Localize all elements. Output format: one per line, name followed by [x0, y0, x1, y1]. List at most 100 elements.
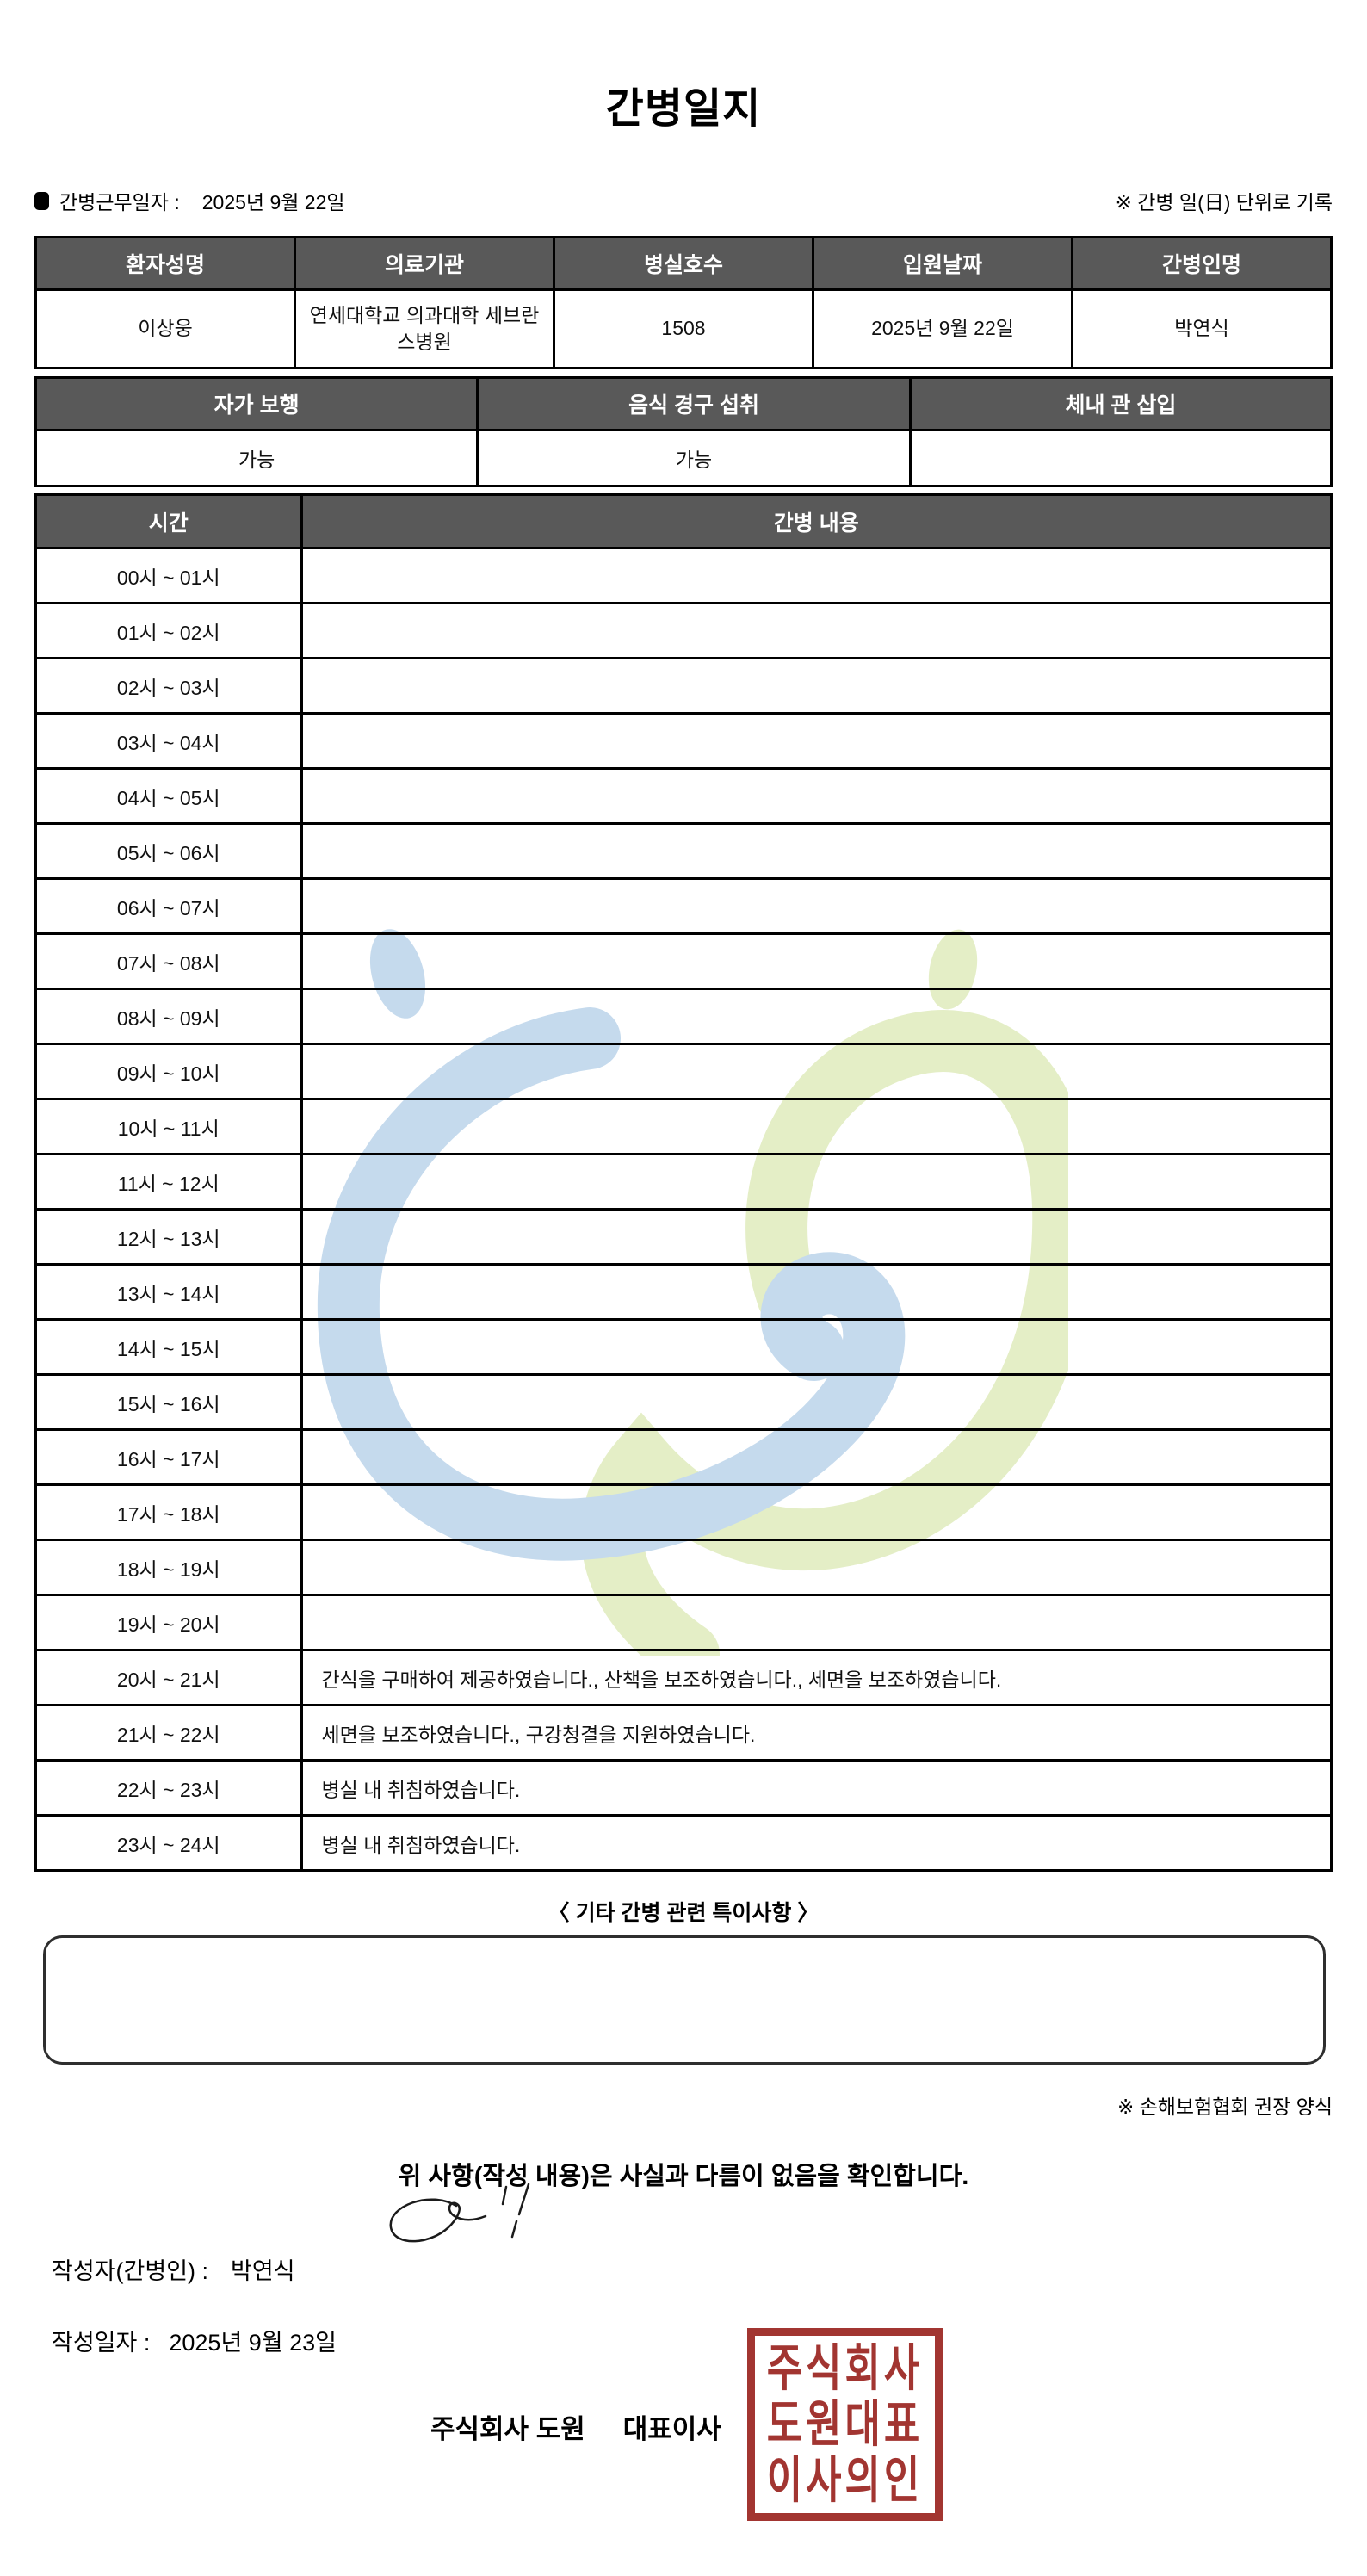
care-table-row: 03시 ~ 04시 [34, 712, 1333, 770]
care-content-cell[interactable] [300, 1208, 1333, 1266]
care-time-cell: 02시 ~ 03시 [34, 657, 303, 715]
care-time-cell: 21시 ~ 22시 [34, 1704, 303, 1762]
care-log-table: 시간 간병 내용 00시 ~ 01시 01시 ~ 02시 02시 ~ 03시 03시 … [34, 493, 1333, 1872]
care-content-cell[interactable] [300, 547, 1333, 604]
condition-table: 자가 보행 음식 경구 섭취 체내 관 삽입 가능 가능 [34, 376, 1333, 487]
care-content-cell[interactable] [300, 767, 1333, 825]
form-note: ※ 손해보험협회 권장 양식 [1116, 2096, 1333, 2118]
stamp-row-2: 도원대표 [766, 2396, 924, 2453]
care-time-cell: 01시 ~ 02시 [34, 602, 303, 659]
care-time-cell: 16시 ~ 17시 [34, 1428, 303, 1486]
care-table-row: 02시 ~ 03시 [34, 657, 1333, 715]
header-caregiver-name: 간병인명 [1071, 236, 1333, 291]
care-time-cell: 09시 ~ 10시 [34, 1043, 303, 1100]
care-content-cell[interactable]: 병실 내 취침하였습니다. [300, 1759, 1333, 1817]
care-time-cell: 17시 ~ 18시 [34, 1483, 303, 1541]
care-time-cell: 22시 ~ 23시 [34, 1759, 303, 1817]
care-time-cell: 08시 ~ 09시 [34, 988, 303, 1045]
header-patient-name: 환자성명 [34, 236, 296, 291]
stamp-row-3: 이사의인 [766, 2452, 924, 2509]
writer-line: 작성자(간병인) : 박연식 [52, 2252, 1333, 2286]
care-content-cell[interactable] [300, 877, 1333, 935]
care-content-cell[interactable] [300, 1428, 1333, 1486]
condition-header-row: 자가 보행 음식 경구 섭취 체내 관 삽입 [34, 376, 1333, 431]
care-content-cell[interactable]: 병실 내 취침하였습니다. [300, 1814, 1333, 1872]
care-content-cell[interactable] [300, 712, 1333, 770]
unit-note: ※ 간병 일(日) 단위로 기록 [1115, 191, 1333, 214]
work-date-label: 간병근무일자 : [59, 191, 180, 214]
care-time-cell: 18시 ~ 19시 [34, 1539, 303, 1596]
care-content-cell[interactable] [300, 602, 1333, 659]
header-oral-intake: 음식 경구 섭취 [476, 376, 912, 431]
ceo-title: 대표이사 [622, 2414, 721, 2444]
care-table-row: 17시 ~ 18시 [34, 1483, 1333, 1541]
notes-input-box[interactable] [43, 1935, 1326, 2065]
care-content-cell[interactable] [300, 822, 1333, 880]
care-content-cell[interactable] [300, 1153, 1333, 1211]
form-content: 간병일지 간병근무일자 : 2025년 9월 22일 ※ 간병 일(日) 단위로… [0, 74, 1367, 2357]
write-date-value: 2025년 9월 23일 [169, 2330, 337, 2356]
care-time-cell: 04시 ~ 05시 [34, 767, 303, 825]
care-content-cell[interactable] [300, 1043, 1333, 1100]
care-content-cell[interactable] [300, 988, 1333, 1045]
meta-row: 간병근무일자 : 2025년 9월 22일 ※ 간병 일(日) 단위로 기록 [34, 186, 1333, 215]
header-time: 시간 [34, 493, 303, 549]
value-caregiver-name: 박연식 [1071, 288, 1333, 369]
care-time-cell: 03시 ~ 04시 [34, 712, 303, 770]
care-table-body: 00시 ~ 01시 01시 ~ 02시 02시 ~ 03시 03시 ~ 04시 04시 … [34, 547, 1333, 1872]
writer-name: 박연식 [231, 2258, 295, 2284]
condition-value-row: 가능 가능 [34, 429, 1333, 487]
care-table-row: 11시 ~ 12시 [34, 1153, 1333, 1211]
care-content-cell[interactable]: 간식을 구매하여 제공하였습니다., 산책을 보조하였습니다., 세면을 보조하… [300, 1649, 1333, 1706]
writer-label: 작성자(간병인) : [52, 2258, 209, 2284]
care-time-cell: 20시 ~ 21시 [34, 1649, 303, 1706]
caregiver-signature [389, 2183, 530, 2243]
company-line: 주식회사 도원 대표이사 [430, 2407, 721, 2446]
care-table-row: 08시 ~ 09시 [34, 988, 1333, 1045]
care-table-row: 19시 ~ 20시 [34, 1594, 1333, 1651]
care-content-cell[interactable] [300, 1483, 1333, 1541]
company-name: 주식회사 도원 [430, 2414, 585, 2444]
care-content-cell[interactable] [300, 657, 1333, 715]
care-content-cell[interactable]: 세면을 보조하였습니다., 구강청결을 지원하였습니다. [300, 1704, 1333, 1762]
patient-info-value-row: 이상웅 연세대학교 의과대학 세브란스병원 1508 2025년 9월 22일 … [34, 288, 1333, 369]
care-time-cell: 06시 ~ 07시 [34, 877, 303, 935]
care-time-cell: 15시 ~ 16시 [34, 1373, 303, 1431]
patient-info-header-row: 환자성명 의료기관 병실호수 입원날짜 간병인명 [34, 236, 1333, 291]
care-table-row: 00시 ~ 01시 [34, 547, 1333, 604]
bullet-square-icon [34, 191, 49, 210]
value-medical-institution: 연세대학교 의과대학 세브란스병원 [294, 288, 555, 369]
care-content-cell[interactable] [300, 1263, 1333, 1321]
care-table-row: 05시 ~ 06시 [34, 822, 1333, 880]
header-care-content: 간병 내용 [300, 493, 1333, 549]
header-self-walking: 자가 보행 [34, 376, 479, 431]
care-content-cell[interactable] [300, 1594, 1333, 1651]
care-content-cell[interactable] [300, 1373, 1333, 1431]
care-time-cell: 10시 ~ 11시 [34, 1098, 303, 1155]
care-content-cell[interactable] [300, 932, 1333, 990]
work-date-value: 2025년 9월 22일 [201, 191, 345, 214]
care-content-cell[interactable] [300, 1539, 1333, 1596]
value-tube-insertion [908, 429, 1333, 487]
care-time-cell: 11시 ~ 12시 [34, 1153, 303, 1211]
care-table-row: 15시 ~ 16시 [34, 1373, 1333, 1431]
care-table-row: 14시 ~ 15시 [34, 1318, 1333, 1376]
value-oral-intake: 가능 [476, 429, 912, 487]
care-table-row: 01시 ~ 02시 [34, 602, 1333, 659]
care-table-row: 20시 ~ 21시 간식을 구매하여 제공하였습니다., 산책을 보조하였습니다.… [34, 1649, 1333, 1706]
write-date-line: 작성일자 : 2025년 9월 23일 [52, 2324, 1333, 2357]
care-time-cell: 07시 ~ 08시 [34, 932, 303, 990]
care-content-cell[interactable] [300, 1318, 1333, 1376]
care-table-row: 13시 ~ 14시 [34, 1263, 1333, 1321]
value-self-walking: 가능 [34, 429, 479, 487]
care-time-cell: 12시 ~ 13시 [34, 1208, 303, 1266]
write-date-label: 작성일자 : [52, 2330, 151, 2356]
care-table-row: 12시 ~ 13시 [34, 1208, 1333, 1266]
care-content-cell[interactable] [300, 1098, 1333, 1155]
care-time-cell: 00시 ~ 01시 [34, 547, 303, 604]
stamp-row-1: 주식회사 [766, 2340, 924, 2397]
value-room-number: 1508 [553, 288, 814, 369]
confirmation-statement: 위 사항(작성 내용)은 사실과 다름이 없음을 확인합니다. [398, 2163, 969, 2190]
care-table-row: 07시 ~ 08시 [34, 932, 1333, 990]
